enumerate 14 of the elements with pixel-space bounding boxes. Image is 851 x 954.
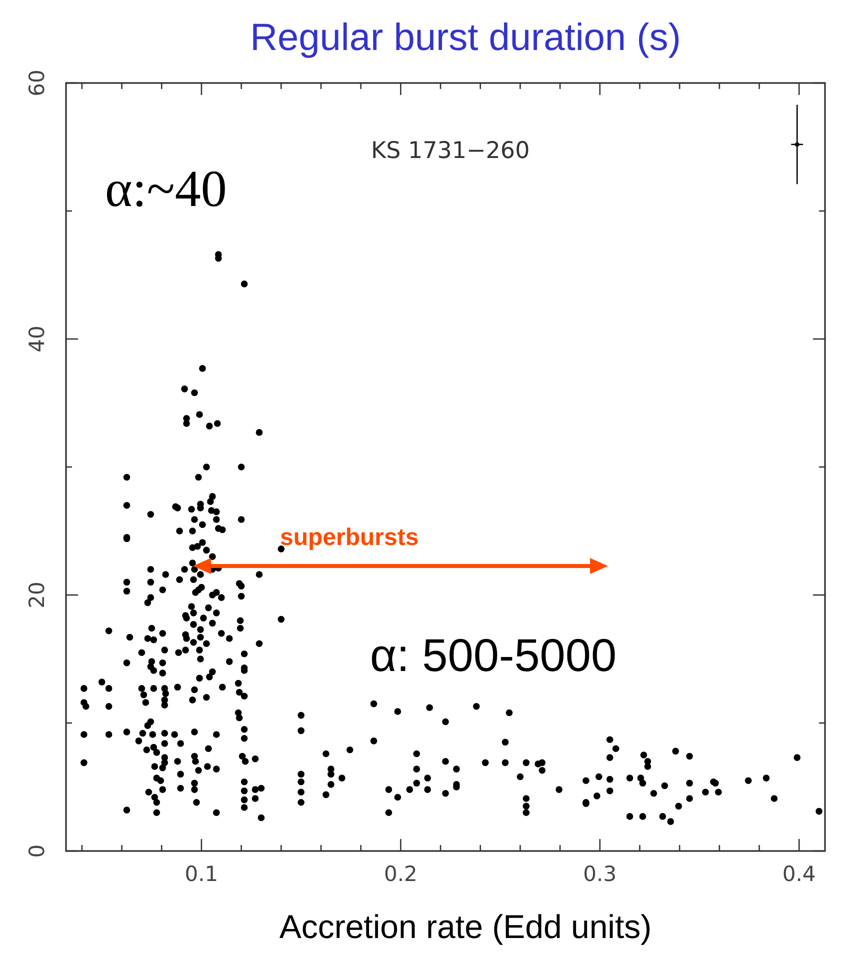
x-tick-label: 0.1	[184, 862, 218, 886]
annotation: α: 500-5000	[370, 629, 617, 681]
y-tick-label: 20	[25, 582, 49, 608]
x-tick-label: 0.4	[782, 862, 816, 886]
annotation: α:~40	[105, 161, 227, 218]
annotation: superbursts	[280, 524, 419, 551]
y-tick-label: 60	[25, 70, 49, 96]
annotation: KS 1731−260	[371, 138, 530, 164]
y-tick-label: 40	[25, 326, 49, 352]
chart-title: Regular burst duration (s)	[250, 17, 681, 59]
x-axis-title: Accretion rate (Edd units)	[279, 908, 652, 945]
y-tick-label: 0	[25, 844, 49, 858]
x-tick-label: 0.2	[384, 862, 418, 886]
x-tick-label: 0.3	[583, 862, 617, 886]
